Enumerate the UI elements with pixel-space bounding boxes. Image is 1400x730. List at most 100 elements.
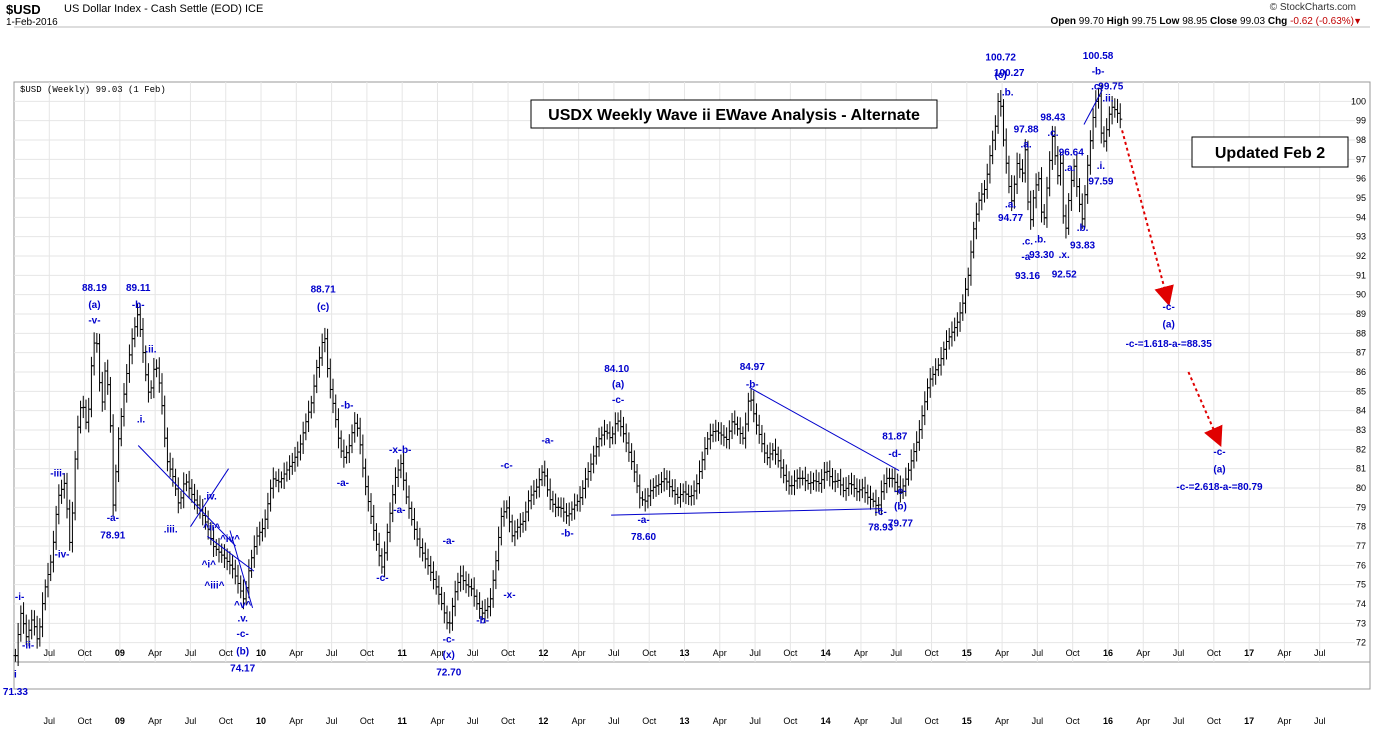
wave-label: .v. bbox=[237, 613, 248, 624]
down-triangle-icon: ▼ bbox=[1353, 16, 1362, 26]
x-tick-label-lower: 10 bbox=[256, 716, 266, 726]
wave-label: .b. bbox=[1002, 88, 1014, 99]
wave-label: .b. bbox=[1034, 234, 1046, 245]
x-tick-label-lower: Oct bbox=[642, 716, 657, 726]
y-tick-label: 82 bbox=[1356, 444, 1366, 454]
x-tick-label: Oct bbox=[783, 648, 798, 658]
x-tick-label-lower: Apr bbox=[995, 716, 1009, 726]
x-tick-label-lower: 11 bbox=[397, 716, 407, 726]
wave-label: (c) bbox=[995, 70, 1007, 81]
x-tick-label: Apr bbox=[430, 648, 444, 658]
wave-label: -c-=1.618-a-=88.35 bbox=[1126, 339, 1213, 350]
wave-label: (a) bbox=[612, 379, 624, 390]
x-tick-label: Jul bbox=[326, 648, 338, 658]
high-label: High bbox=[1106, 16, 1129, 27]
y-tick-label: 84 bbox=[1356, 406, 1366, 416]
x-tick-label: Oct bbox=[360, 648, 375, 658]
wave-label: -iii- bbox=[50, 468, 65, 479]
wave-label: -c- bbox=[443, 635, 455, 646]
x-tick-label-lower: 12 bbox=[538, 716, 548, 726]
x-axis: Jul Jul Oct Oct 09 09 Apr Apr Jul Jul Oct Oct 10 10 Ap… bbox=[44, 648, 1326, 726]
trendlines bbox=[137, 89, 1103, 609]
x-tick-label-lower: Oct bbox=[501, 716, 516, 726]
wave-label: (b) bbox=[894, 501, 907, 512]
x-tick-label-lower: Apr bbox=[430, 716, 444, 726]
x-tick-label-lower: Oct bbox=[219, 716, 234, 726]
x-tick-label-lower: Apr bbox=[572, 716, 586, 726]
low-label: Low bbox=[1159, 16, 1180, 27]
y-tick-label: 86 bbox=[1356, 367, 1366, 377]
y-tick-label: 77 bbox=[1356, 541, 1366, 551]
chart-symbol: $USD bbox=[6, 2, 41, 17]
x-tick-label: Oct bbox=[1066, 648, 1081, 658]
x-tick-label-lower: Jul bbox=[185, 716, 197, 726]
wave-label: ^ii^ bbox=[203, 523, 220, 534]
x-tick-label: Oct bbox=[1207, 648, 1222, 658]
x-tick-label: Jul bbox=[890, 648, 902, 658]
x-tick-label-lower: 15 bbox=[962, 716, 972, 726]
wave-label: 92.52 bbox=[1052, 269, 1077, 280]
wave-label: 98.43 bbox=[1040, 113, 1065, 124]
y-tick-label: 79 bbox=[1356, 502, 1366, 512]
wave-label: 79.77 bbox=[888, 519, 913, 530]
x-tick-label-lower: Apr bbox=[713, 716, 727, 726]
wave-label: -c- bbox=[376, 573, 388, 584]
wave-label: -c- bbox=[612, 395, 624, 406]
wave-label: -b- bbox=[399, 445, 412, 456]
wave-label: 84.97 bbox=[740, 362, 765, 373]
x-tick-label: Jul bbox=[608, 648, 620, 658]
wave-label: -d- bbox=[888, 449, 901, 460]
wave-label: 78.60 bbox=[631, 532, 656, 543]
trendline bbox=[207, 535, 255, 572]
wave-label: -c- bbox=[237, 629, 249, 640]
wave-label: 100.27 bbox=[994, 68, 1025, 79]
y-tick-label: 97 bbox=[1356, 154, 1366, 164]
wave-label: 88.19 bbox=[82, 283, 107, 294]
y-tick-label: 96 bbox=[1356, 174, 1366, 184]
wave-label: .iv. bbox=[204, 492, 217, 503]
wave-label: .ii. bbox=[145, 345, 156, 356]
x-tick-label-lower: Oct bbox=[360, 716, 375, 726]
y-tick-label: 80 bbox=[1356, 483, 1366, 493]
x-tick-label: Apr bbox=[148, 648, 162, 658]
x-tick-label: 17 bbox=[1244, 648, 1254, 658]
wave-label: -i- bbox=[15, 592, 24, 603]
wave-label: 100.58 bbox=[1083, 51, 1114, 62]
wave-label: -b- bbox=[1092, 66, 1105, 77]
wave-label: -a- bbox=[637, 515, 649, 526]
y-tick-label: 89 bbox=[1356, 309, 1366, 319]
x-tick-label-lower: Oct bbox=[783, 716, 798, 726]
y-axis: 72 73 74 75 76 77 78 79 80 81 82 83 84 85 86 87 88 89 90 91… bbox=[1351, 96, 1366, 647]
y-tick-label: 98 bbox=[1356, 135, 1366, 145]
wave-label: -a- bbox=[337, 478, 349, 489]
x-tick-label-lower: 14 bbox=[821, 716, 831, 726]
x-tick-label: Apr bbox=[854, 648, 868, 658]
x-tick-label: Jul bbox=[1173, 648, 1185, 658]
wave-label: -c- bbox=[1213, 447, 1225, 458]
open-label: Open bbox=[1050, 16, 1077, 27]
x-tick-label: Apr bbox=[289, 648, 303, 658]
y-tick-label: 94 bbox=[1356, 212, 1366, 222]
wave-label: 93.30 bbox=[1029, 250, 1054, 261]
x-tick-label-lower: Oct bbox=[78, 716, 93, 726]
wave-label: -b- bbox=[132, 300, 145, 311]
x-tick-label: Oct bbox=[219, 648, 234, 658]
wave-label: 97.59 bbox=[1088, 176, 1113, 187]
projection-arrow bbox=[1187, 371, 1223, 447]
y-tick-label: 83 bbox=[1356, 425, 1366, 435]
title-box bbox=[530, 99, 938, 129]
chg-label: Chg bbox=[1267, 16, 1288, 27]
x-tick-label: Apr bbox=[1277, 648, 1291, 658]
wave-label: .c. bbox=[1091, 82, 1102, 93]
wave-label: -iv- bbox=[54, 550, 69, 561]
price-bars bbox=[13, 84, 1123, 667]
wave-label: 78.91 bbox=[100, 530, 125, 541]
wave-label: i bbox=[14, 669, 17, 680]
note-box bbox=[1191, 136, 1349, 168]
y-tick-label: 72 bbox=[1356, 638, 1366, 648]
wave-label: -b- bbox=[561, 528, 574, 539]
wave-label: -c- bbox=[1163, 302, 1175, 313]
x-tick-label: 09 bbox=[115, 648, 125, 658]
lower-frame bbox=[13, 661, 1371, 690]
wave-label: -a- bbox=[393, 505, 405, 516]
